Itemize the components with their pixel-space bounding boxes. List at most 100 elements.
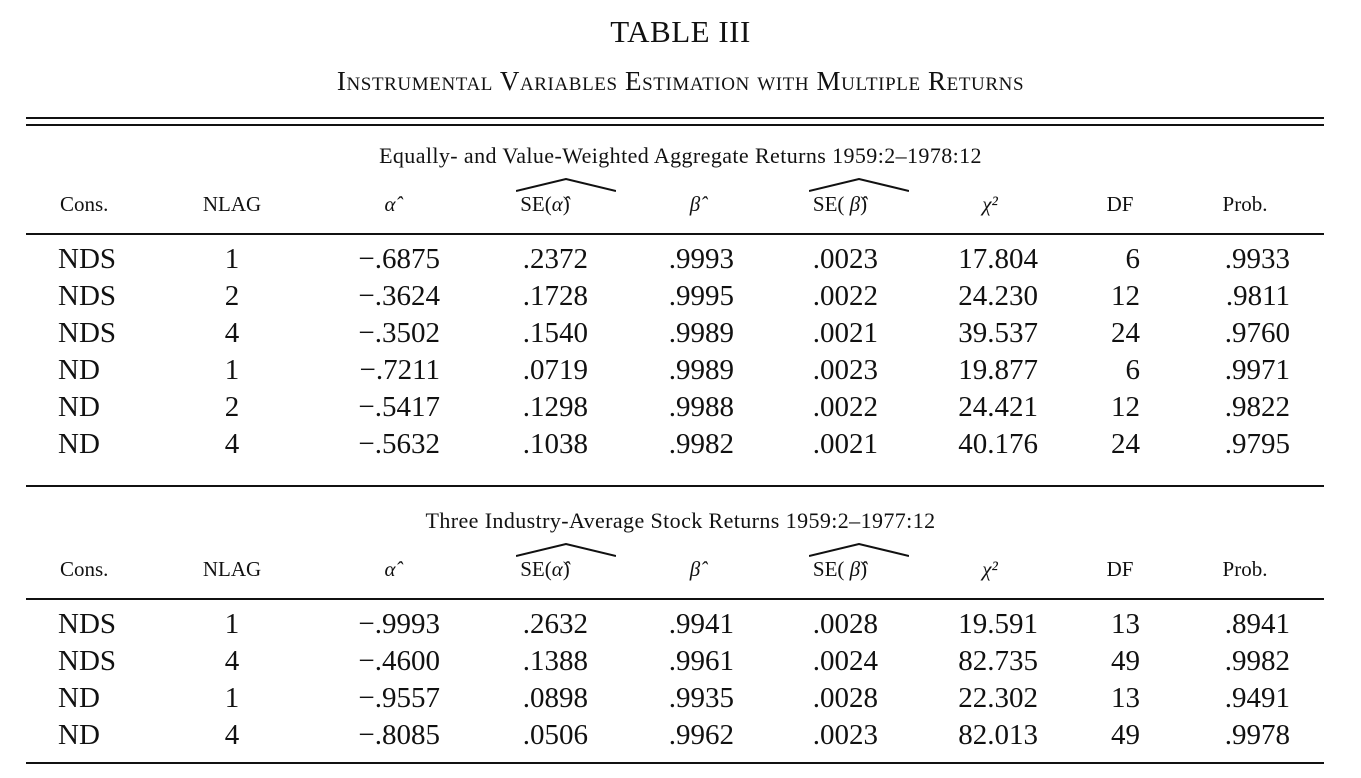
cell-nlag: 2: [224, 280, 240, 312]
table-title: TABLE III: [610, 14, 751, 49]
cell-alpha: −.3624: [358, 280, 440, 312]
cell-alpha: −.6875: [358, 243, 440, 275]
cell-beta: .9982: [668, 428, 734, 460]
se-alpha-sym: α̂: [551, 557, 563, 581]
header-cons: Cons.: [60, 192, 109, 216]
header-se-alpha: SE(α̂): [480, 178, 617, 217]
cell-df: 6: [1125, 243, 1141, 275]
cell-beta: .9988: [668, 391, 734, 423]
section-divider-rule: [26, 485, 1324, 487]
cell-alpha: −.4600: [358, 645, 440, 677]
header-se-alpha: SE(α̂): [480, 543, 617, 582]
hat-arc-icon: [808, 178, 909, 192]
cell-chi: 19.591: [958, 608, 1038, 640]
cell-nlag: 4: [224, 317, 240, 349]
cell-beta: .9962: [668, 719, 734, 751]
section-caption: Equally- and Value-Weighted Aggregate Re…: [379, 143, 982, 168]
cell-chi: 82.735: [958, 645, 1038, 677]
cell-prob: .8941: [1224, 608, 1290, 640]
cell-se-alpha: .0719: [522, 354, 588, 386]
table-row: NDS 1 −.9993 .2632 .9941 .0028 19.591 13 .8941: [0, 608, 1361, 644]
table-row: ND 2 −.5417 .1298 .9988 .0022 24.421 12 .9822: [0, 391, 1361, 427]
cell-chi: 17.804: [958, 243, 1038, 275]
cell-se-alpha: .1540: [522, 317, 588, 349]
cell-se-beta: .0023: [812, 243, 878, 275]
cell-df: 24: [1111, 317, 1140, 349]
cell-df: 12: [1111, 280, 1140, 312]
cell-prob: .9978: [1224, 719, 1290, 751]
header-nlag: NLAG: [202, 192, 262, 216]
cell-beta: .9989: [668, 354, 734, 386]
cell-alpha: −.8085: [358, 719, 440, 751]
cell-cons: ND: [58, 391, 100, 423]
cell-cons: NDS: [58, 280, 117, 312]
table-subtitle: Instrumental Variables Estimation with M…: [336, 66, 1025, 96]
se-beta-hat: SE( β̂): [808, 178, 909, 217]
se-alpha-sym: α̂: [551, 192, 563, 216]
header-df: DF: [1106, 192, 1134, 216]
se-beta-prefix: SE(: [812, 192, 850, 216]
se-alpha-prefix: SE(: [520, 557, 552, 581]
table-row: NDS 2 −.3624 .1728 .9995 .0022 24.230 12 .9811: [0, 280, 1361, 316]
cell-prob: .9971: [1224, 354, 1290, 386]
se-beta-sym: β̂: [849, 192, 861, 216]
se-alpha-hat: SE(α̂): [516, 178, 617, 217]
header-chi: χ²: [982, 192, 998, 216]
header-se-beta: SE( β̂): [770, 543, 910, 582]
cell-df: 49: [1111, 645, 1140, 677]
cell-cons: ND: [58, 682, 100, 714]
cell-se-beta: .0028: [812, 608, 878, 640]
cell-nlag: 4: [224, 719, 240, 751]
cell-prob: .9822: [1224, 391, 1290, 423]
cell-alpha: −.9993: [358, 608, 440, 640]
table-row: ND 1 −.9557 .0898 .9935 .0028 22.302 13 .9491: [0, 682, 1361, 718]
cell-chi: 19.877: [958, 354, 1038, 386]
cell-beta: .9995: [668, 280, 734, 312]
cell-nlag: 1: [224, 682, 240, 714]
se-beta-suffix: ): [860, 192, 868, 216]
cell-cons: ND: [58, 354, 100, 386]
header-chi: χ²: [982, 557, 998, 581]
cell-se-alpha: .2372: [522, 243, 588, 275]
cell-nlag: 1: [224, 243, 240, 275]
cell-df: 49: [1111, 719, 1140, 751]
header-row: Cons. NLAG α̂ SE(α̂) β̂ SE( β̂) χ² DF Pr…: [0, 543, 1361, 593]
cell-cons: NDS: [58, 645, 117, 677]
table-row: NDS 1 −.6875 .2372 .9993 .0023 17.804 6 .9933: [0, 243, 1361, 279]
cell-alpha: −.3502: [358, 317, 440, 349]
cell-se-alpha: .1728: [522, 280, 588, 312]
cell-beta: .9993: [668, 243, 734, 275]
cell-prob: .9811: [1225, 280, 1290, 312]
header-alpha: α̂: [384, 557, 396, 581]
cell-nlag: 2: [224, 391, 240, 423]
bottom-rule: [26, 762, 1324, 764]
cell-cons: NDS: [58, 243, 117, 275]
cell-se-beta: .0023: [812, 719, 878, 751]
cell-prob: .9982: [1224, 645, 1290, 677]
cell-beta: .9935: [668, 682, 734, 714]
cell-alpha: −.7211: [359, 354, 440, 386]
header-alpha: α̂: [384, 192, 396, 216]
cell-se-alpha: .1298: [522, 391, 588, 423]
cell-se-alpha: .0506: [522, 719, 588, 751]
cell-se-alpha: .1038: [522, 428, 588, 460]
se-beta-sym: β̂: [849, 557, 861, 581]
cell-se-alpha: .1388: [522, 645, 588, 677]
cell-alpha: −.5417: [358, 391, 440, 423]
cell-chi: 24.230: [958, 280, 1038, 312]
cell-chi: 24.421: [958, 391, 1038, 423]
se-alpha-hat: SE(α̂): [516, 543, 617, 582]
header-prob: Prob.: [1222, 192, 1268, 216]
cell-cons: NDS: [58, 317, 117, 349]
cell-nlag: 1: [224, 354, 240, 386]
se-alpha-prefix: SE(: [520, 192, 552, 216]
hat-arc-icon: [516, 543, 617, 557]
cell-se-alpha: .0898: [522, 682, 588, 714]
cell-df: 24: [1111, 428, 1140, 460]
header-nlag: NLAG: [202, 557, 262, 581]
hat-arc-icon: [808, 543, 909, 557]
cell-se-beta: .0022: [812, 280, 878, 312]
header-beta: β̂: [689, 557, 701, 581]
cell-beta: .9961: [668, 645, 734, 677]
